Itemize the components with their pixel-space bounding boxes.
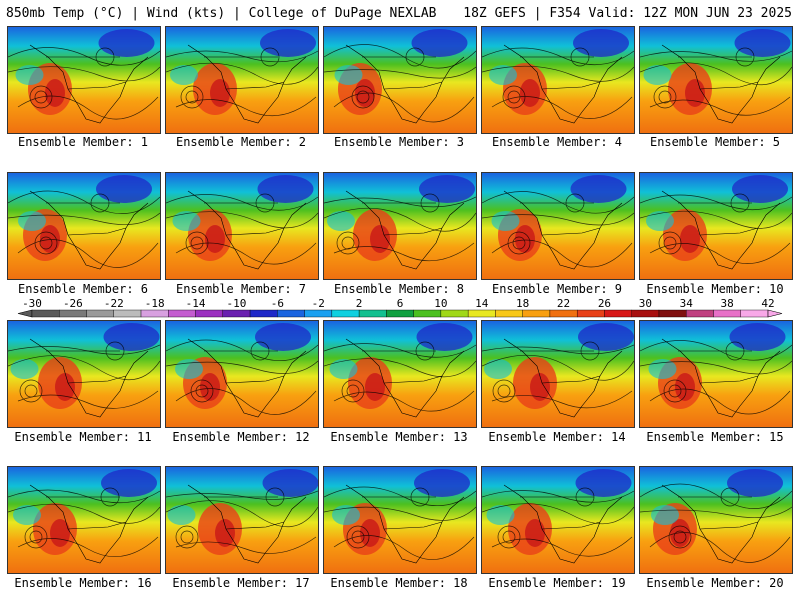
colorbar-segment [713, 309, 741, 318]
colorbar-tick-label: 38 [720, 297, 733, 310]
colorbar-tick-label: -30 [22, 297, 42, 310]
colorbar-segment [686, 309, 714, 318]
colorbar-segment [277, 309, 305, 318]
colorbar-segment [31, 309, 60, 318]
colorbar-segment [658, 309, 687, 318]
colorbar-segment [59, 309, 87, 318]
ensemble-member-label: Ensemble Member: 14 [488, 430, 626, 444]
ensemble-member-map [165, 26, 319, 134]
colorbar-tick-label: -22 [104, 297, 124, 310]
colorbar-segment [495, 309, 523, 318]
ensemble-member-map [639, 26, 793, 134]
colorbar-segment [604, 309, 632, 318]
colorbar-tick-label: 26 [598, 297, 611, 310]
colorbar-tick-label: 10 [434, 297, 447, 310]
colorbar-tick-label: -6 [271, 297, 284, 310]
ensemble-member-label: Ensemble Member: 5 [649, 135, 781, 149]
valid-time-label: 18Z GEFS | F354 Valid: 12Z MON JUN 23 20… [463, 6, 792, 21]
colorbar-tick-label: 6 [397, 297, 404, 310]
colorbar-segment [413, 309, 442, 318]
ensemble-member-label: Ensemble Member: 8 [333, 282, 465, 296]
colorbar-segment [631, 309, 660, 318]
ensemble-member-map [165, 320, 319, 428]
ensemble-member-map [165, 466, 319, 574]
colorbar-segment [168, 309, 196, 318]
ensemble-member-map [7, 466, 161, 574]
colorbar-segment [86, 309, 114, 318]
colorbar-tick-label: -18 [145, 297, 165, 310]
colorbar-tick-label: 30 [639, 297, 652, 310]
colorbar-segment [740, 309, 769, 318]
ensemble-member-map [165, 172, 319, 280]
ensemble-member-label: Ensemble Member: 19 [488, 576, 626, 590]
ensemble-member-map [639, 466, 793, 574]
colorbar-tick-label: 18 [516, 297, 529, 310]
ensemble-member-map [7, 26, 161, 134]
ensemble-member-map [7, 172, 161, 280]
colorbar-tick-label: -10 [227, 297, 247, 310]
colorbar-tick-label: 34 [680, 297, 694, 310]
colorbar-segment [549, 309, 578, 318]
ensemble-member-map [7, 320, 161, 428]
colorbar-tick-label: 22 [557, 297, 570, 310]
colorbar-segment [304, 309, 333, 318]
colorbar-tick-label: 42 [761, 297, 774, 310]
ensemble-member-label: Ensemble Member: 16 [14, 576, 152, 590]
colorbar-tick-label: 14 [475, 297, 489, 310]
colorbar-segment [386, 309, 414, 318]
temperature-colorbar: -30 -26 -22 -18 -14 -10 -6 -2 2 6 10 14 18 22 26 30 34 38… [17, 297, 783, 318]
ensemble-member-label: Ensemble Member: 17 [172, 576, 310, 590]
ensemble-member-label: Ensemble Member: 10 [646, 282, 784, 296]
ensemble-member-label: Ensemble Member: 20 [646, 576, 784, 590]
ensemble-member-label: Ensemble Member: 18 [330, 576, 468, 590]
ensemble-member-label: Ensemble Member: 4 [491, 135, 623, 149]
colorbar-left-arrow [17, 309, 33, 318]
colorbar-segment [467, 309, 496, 318]
ensemble-member-map [639, 320, 793, 428]
colorbar-segment [440, 309, 469, 318]
colorbar-right-arrow [767, 309, 783, 318]
colorbar-segment [522, 309, 551, 318]
colorbar-tick-label: -26 [63, 297, 83, 310]
ensemble-member-map [323, 466, 477, 574]
ensemble-member-label: Ensemble Member: 15 [646, 430, 784, 444]
colorbar-tick-label: -2 [312, 297, 325, 310]
ensemble-member-map [323, 172, 477, 280]
ensemble-member-label: Ensemble Member: 1 [17, 135, 149, 149]
ensemble-member-map [481, 172, 635, 280]
map-title: 850mb Temp (°C) | Wind (kts) | College o… [6, 6, 437, 21]
ensemble-member-map [639, 172, 793, 280]
colorbar-segment [140, 309, 169, 318]
colorbar-tick-label: -14 [186, 297, 206, 310]
colorbar-segment [195, 309, 224, 318]
colorbar-segment [113, 309, 142, 318]
ensemble-member-map [481, 466, 635, 574]
ensemble-member-map [323, 26, 477, 134]
colorbar-segment [249, 309, 278, 318]
ensemble-member-label: Ensemble Member: 9 [491, 282, 623, 296]
ensemble-member-map [323, 320, 477, 428]
ensemble-member-label: Ensemble Member: 2 [175, 135, 307, 149]
colorbar-segment [331, 309, 360, 318]
colorbar-segment [576, 309, 605, 318]
ensemble-member-label: Ensemble Member: 6 [17, 282, 149, 296]
ensemble-member-label: Ensemble Member: 12 [172, 430, 310, 444]
colorbar-segment [222, 309, 251, 318]
ensemble-member-label: Ensemble Member: 7 [175, 282, 307, 296]
colorbar-tick-label: 2 [356, 297, 363, 310]
ensemble-member-label: Ensemble Member: 11 [14, 430, 152, 444]
ensemble-member-label: Ensemble Member: 3 [333, 135, 465, 149]
colorbar-segment [358, 309, 387, 318]
ensemble-member-label: Ensemble Member: 13 [330, 430, 468, 444]
ensemble-member-map [481, 320, 635, 428]
ensemble-member-map [481, 26, 635, 134]
